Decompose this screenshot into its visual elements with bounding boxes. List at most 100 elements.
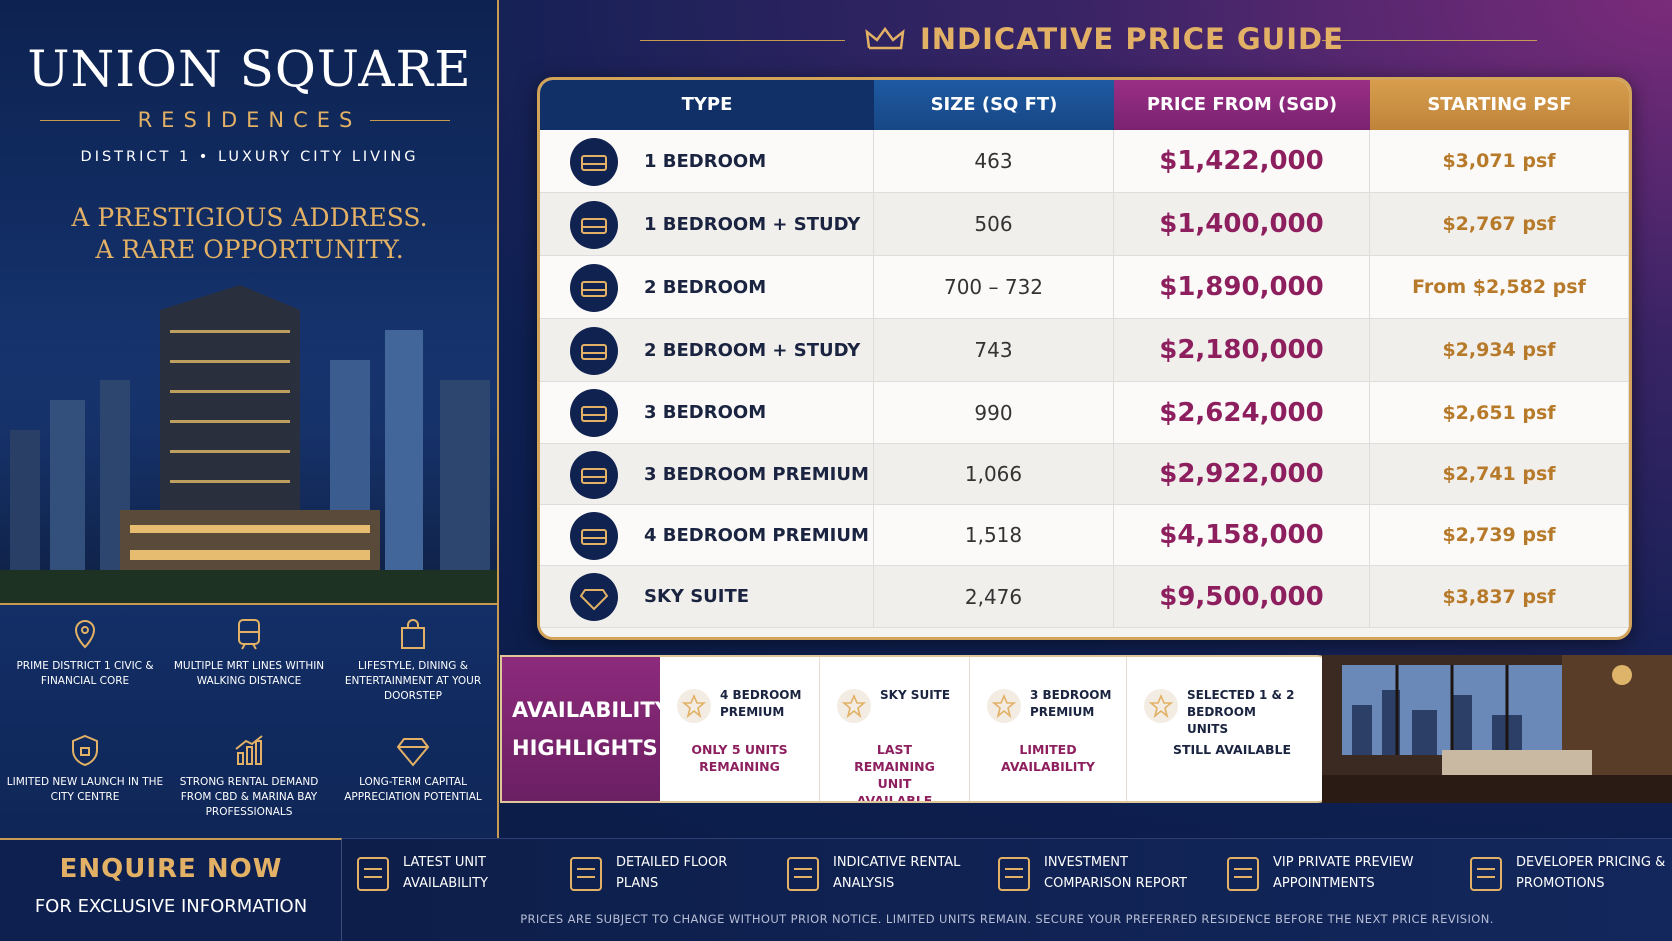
feature-icon <box>238 619 260 650</box>
table-cell: $2,739 psf <box>1370 505 1629 566</box>
service: DETAILED FLOOR PLANS <box>568 848 766 898</box>
service-icon <box>998 857 1030 891</box>
table-cell: $3,837 psf <box>1370 566 1629 628</box>
service-label: LATEST UNIT AVAILABILITY <box>403 855 488 891</box>
table-cell: 2,476 <box>874 566 1114 628</box>
service-label: DEVELOPER PRICING & PROMOTIONS <box>1516 855 1666 891</box>
service-icon <box>1470 857 1502 891</box>
column-header: TYPE <box>540 80 874 130</box>
table-cell: $1,890,000 <box>1114 256 1370 319</box>
feature-icon <box>74 619 96 649</box>
availability-icon <box>1144 689 1178 723</box>
table-cell: $9,500,000 <box>1114 566 1370 628</box>
enquire-box[interactable]: ENQUIRE NOW FOR EXCLUSIVE INFORMATION <box>0 838 342 941</box>
availability-label-box: AVAILABILITY HIGHLIGHTS <box>502 657 670 801</box>
feature: MULTIPLE MRT LINES WITHIN WALKING DISTAN… <box>166 617 332 689</box>
table-cell: $2,767 psf <box>1370 193 1629 256</box>
left-panel: UNION SQUARE RESIDENCES DISTRICT 1 • LUX… <box>0 0 499 941</box>
rule <box>1322 40 1537 41</box>
availability-item: 3 BEDROOM PREMIUM LIMITED AVAILABILITY <box>970 657 1127 801</box>
title: UNION SQUARE <box>27 40 472 98</box>
row-icon <box>570 389 618 437</box>
availability-item: SELECTED 1 & 2 BEDROOM UNITS STILL AVAILA… <box>1127 657 1333 801</box>
table-cell: $1,400,000 <box>1114 193 1370 256</box>
availability-name: SELECTED 1 & 2 BEDROOM UNITS <box>1187 688 1295 736</box>
building-illustration <box>0 270 497 603</box>
feature-label: LIFESTYLE, DINING & ENTERTAINMENT AT YOU… <box>344 660 482 702</box>
row-icon <box>570 450 618 499</box>
feature-label: STRONG RENTAL DEMAND FROM CBD & MARINA B… <box>179 776 319 818</box>
table-cell: $2,934 psf <box>1370 319 1629 382</box>
headline: A RARE OPPORTUNITY. <box>95 235 404 264</box>
service-label: INDICATIVE RENTAL ANALYSIS <box>833 855 961 891</box>
availability-note: LAST REMAINING UNIT AVAILABLE <box>854 742 935 803</box>
price-table: TYPE SIZE (SQ FT) PRICE FROM (SGD) STARTING… <box>537 77 1632 640</box>
tagline: DISTRICT 1 • LUXURY CITY LIVING <box>80 149 419 165</box>
feature-icon <box>235 735 263 765</box>
table-cell: 990 <box>874 382 1114 444</box>
headline: A PRESTIGIOUS ADDRESS. <box>71 203 428 232</box>
column-header: PRICE FROM (SGD) <box>1114 80 1370 130</box>
feature-label: MULTIPLE MRT LINES WITHIN WALKING DISTAN… <box>173 660 325 687</box>
column-header: STARTING PSF <box>1370 80 1629 130</box>
feature-icon <box>72 734 98 767</box>
rule <box>40 120 120 121</box>
service-icon <box>570 857 602 891</box>
disclaimer: PRICES ARE SUBJECT TO CHANGE WITHOUT PRI… <box>520 912 1494 926</box>
availability-name: 3 BEDROOM PREMIUM <box>1030 688 1112 719</box>
table-cell: $2,624,000 <box>1114 382 1370 444</box>
feature: STRONG RENTAL DEMAND FROM CBD & MARINA B… <box>166 733 332 820</box>
availability-item: 4 BEDROOM PREMIUM ONLY 5 UNITS REMAINING <box>660 657 820 801</box>
feature-icon <box>401 619 425 649</box>
availability-title: AVAILABILITY HIGHLIGHTS <box>512 698 670 760</box>
service: INDICATIVE RENTAL ANALYSIS <box>785 848 983 898</box>
table-cell: 700 – 732 <box>874 256 1114 319</box>
table-cell: $2,741 psf <box>1370 444 1629 505</box>
feature: LIMITED NEW LAUNCH IN THE CITY CENTRE <box>2 733 168 805</box>
service-label: VIP PRIVATE PREVIEW APPOINTMENTS <box>1273 855 1414 891</box>
row-icon <box>570 263 618 312</box>
feature-label: LONG-TERM CAPITAL APPRECIATION POTENTIAL <box>344 776 482 803</box>
availability-note: ONLY 5 UNITS REMAINING <box>691 742 788 774</box>
service-icon <box>1227 857 1259 891</box>
feature: LONG-TERM CAPITAL APPRECIATION POTENTIAL <box>330 733 496 805</box>
availability-note: STILL AVAILABLE <box>1172 742 1292 757</box>
section-title: INDICATIVE PRICE GUIDE <box>920 22 1344 56</box>
row-icon <box>570 137 618 186</box>
enquire-title: ENQUIRE NOW <box>59 854 283 884</box>
interior-illustration <box>1322 655 1672 803</box>
feature-label: PRIME DISTRICT 1 CIVIC & FINANCIAL CORE <box>16 660 154 687</box>
feature: LIFESTYLE, DINING & ENTERTAINMENT AT YOU… <box>330 617 496 704</box>
service: LATEST UNIT AVAILABILITY <box>355 848 553 898</box>
table-cell: $4,158,000 <box>1114 505 1370 566</box>
table-cell: $3,071 psf <box>1370 130 1629 193</box>
service-label: DETAILED FLOOR PLANS <box>616 855 728 891</box>
service-icon <box>787 857 819 891</box>
rule <box>640 40 845 41</box>
table-cell: $1,422,000 <box>1114 130 1370 193</box>
row-icon <box>570 573 618 621</box>
enquire-subtitle: FOR EXCLUSIVE INFORMATION <box>34 896 308 917</box>
service-icon <box>357 857 389 891</box>
table-cell: 506 <box>874 193 1114 256</box>
availability-note: LIMITED AVAILABILITY <box>1001 742 1095 774</box>
table-cell: $2,180,000 <box>1114 319 1370 382</box>
availability-panel: AVAILABILITY HIGHLIGHTS 4 BEDROOM PREMIU… <box>500 655 1335 803</box>
service-label: INVESTMENT COMPARISON REPORT <box>1044 855 1187 891</box>
divider <box>0 603 497 605</box>
availability-icon <box>677 689 711 723</box>
availability-name: 4 BEDROOM PREMIUM <box>720 688 802 719</box>
availability-item: SKY SUITE LAST REMAINING UNIT AVAILABLE <box>820 657 970 803</box>
row-icon <box>570 326 618 375</box>
feature-label: LIMITED NEW LAUNCH IN THE CITY CENTRE <box>6 776 164 803</box>
availability-items: 4 BEDROOM PREMIUM ONLY 5 UNITS REMAINING S… <box>660 657 1333 803</box>
table-cell: From $2,582 psf <box>1370 256 1629 319</box>
table-cell: $2,922,000 <box>1114 444 1370 505</box>
row-icon <box>570 511 618 560</box>
service: INVESTMENT COMPARISON REPORT <box>996 848 1194 898</box>
rule <box>370 120 450 121</box>
availability-icon <box>837 689 871 723</box>
availability-name: SKY SUITE <box>880 688 951 702</box>
service: DEVELOPER PRICING & PROMOTIONS <box>1468 848 1666 898</box>
